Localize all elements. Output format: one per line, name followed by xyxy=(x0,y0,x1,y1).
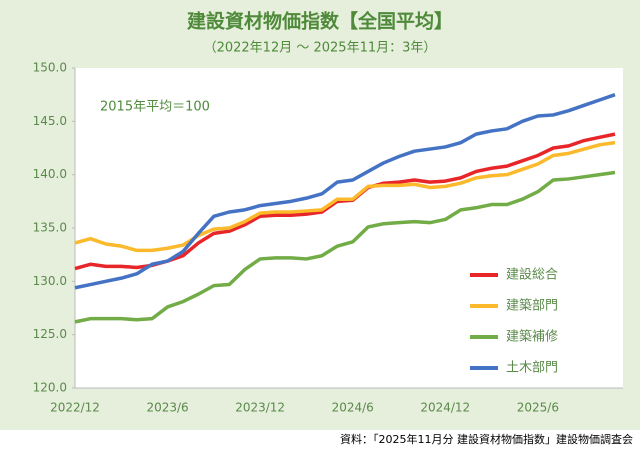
y-tick-label: 130.0 xyxy=(33,274,67,288)
source-note: 資料：「2025年11月分 建設資材物価指数」建設物価調査会 xyxy=(340,432,633,446)
y-tick-label: 145.0 xyxy=(33,114,67,128)
series-line xyxy=(74,170,616,324)
x-tick-label: 2023/12 xyxy=(235,401,285,415)
annotation: 2015年平均＝100 xyxy=(100,100,210,115)
x-tick-label: 2024/6 xyxy=(332,401,374,415)
y-tick-label: 125.0 xyxy=(33,327,67,341)
chart-title: 建設資材物価指数【全国平均】 xyxy=(187,10,453,33)
series-line xyxy=(74,140,616,253)
x-tick-label: 2022/12 xyxy=(50,401,100,415)
legend-label: 土木部門 xyxy=(506,361,558,376)
x-tick-label: 2023/6 xyxy=(146,401,188,415)
x-tick-label: 2025/6 xyxy=(517,401,559,415)
y-tick-label: 140.0 xyxy=(33,167,67,181)
y-tick-label: 150.0 xyxy=(33,61,67,75)
chart-subtitle: （2022年12月 ～ 2025年11月：3年） xyxy=(204,41,437,56)
legend-label: 建築部門 xyxy=(506,299,558,314)
y-tick-label: 135.0 xyxy=(33,221,67,235)
plot-area xyxy=(75,68,623,388)
legend-label: 建設総合 xyxy=(506,267,558,283)
x-tick-label: 2024/12 xyxy=(420,401,470,415)
series-line xyxy=(74,93,616,290)
y-tick-label: 120.0 xyxy=(33,381,67,395)
legend-label: 建築補修 xyxy=(506,330,558,345)
